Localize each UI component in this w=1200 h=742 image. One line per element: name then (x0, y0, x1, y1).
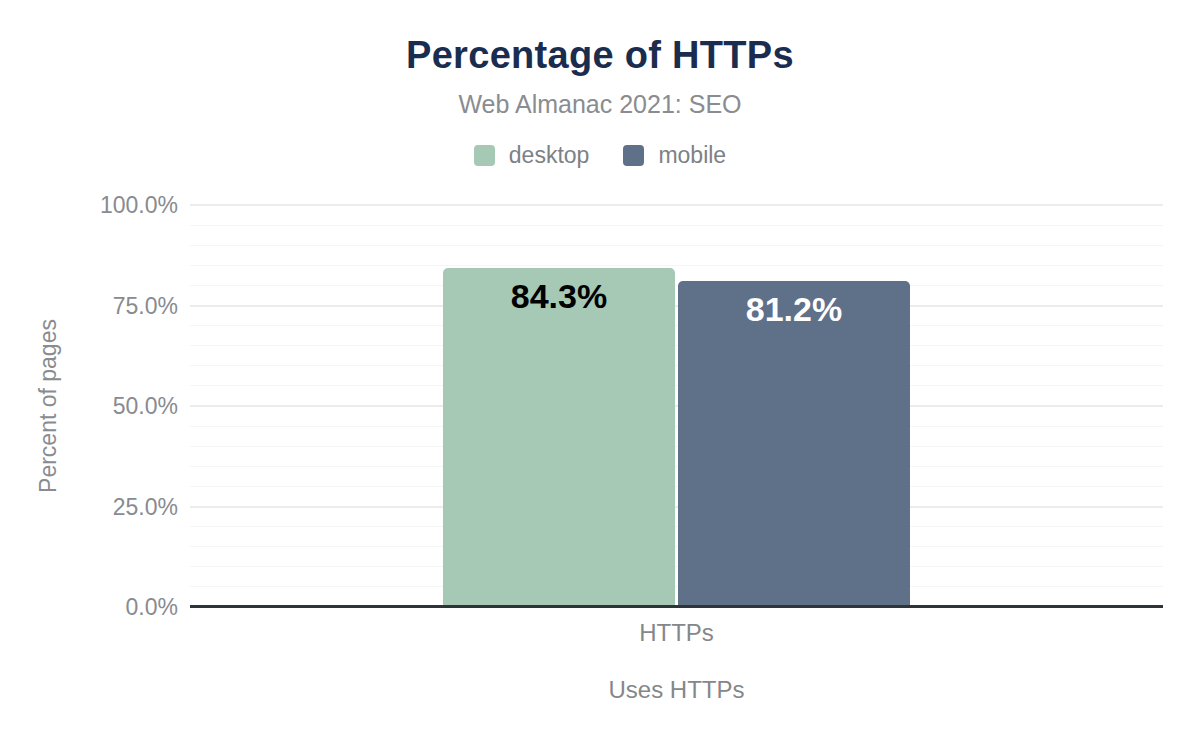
gridline-minor (190, 345, 1163, 346)
gridline-minor (190, 466, 1163, 467)
gridline-minor (190, 426, 1163, 427)
bar-desktop[interactable]: 84.3% (443, 268, 675, 607)
gridline-minor (190, 486, 1163, 487)
gridline-minor (190, 285, 1163, 286)
legend-item-desktop[interactable]: desktop (474, 142, 590, 169)
gridline-minor (190, 526, 1163, 527)
legend-swatch-icon (623, 145, 644, 166)
gridline-minor (190, 265, 1163, 266)
bar-value-label: 84.3% (443, 268, 675, 315)
chart-title: Percentage of HTTPs (0, 34, 1200, 77)
gridline-major (190, 305, 1163, 307)
plot-area: 84.3%81.2% (190, 205, 1163, 607)
gridline-minor (190, 245, 1163, 246)
y-axis-ticks: 0.0%25.0%50.0%75.0%100.0% (0, 205, 178, 607)
gridline-minor (190, 385, 1163, 386)
y-tick-label: 75.0% (0, 294, 178, 317)
legend-label: mobile (658, 142, 726, 169)
gridline-major (190, 405, 1163, 407)
legend-label: desktop (509, 142, 590, 169)
gridline-major (190, 204, 1163, 206)
gridline-minor (190, 586, 1163, 587)
gridline-major (190, 506, 1163, 508)
legend: desktop mobile (0, 142, 1200, 169)
gridline-minor (190, 225, 1163, 226)
chart-subtitle: Web Almanac 2021: SEO (0, 90, 1200, 119)
gridline-minor (190, 365, 1163, 366)
legend-item-mobile[interactable]: mobile (623, 142, 726, 169)
chart: Percentage of HTTPs Web Almanac 2021: SE… (0, 0, 1200, 742)
y-tick-label: 0.0% (0, 596, 178, 619)
legend-swatch-icon (474, 145, 495, 166)
x-axis-line (190, 605, 1163, 608)
y-tick-label: 100.0% (0, 194, 178, 217)
bar-value-label: 81.2% (678, 281, 910, 328)
x-tick-label: HTTPs (190, 619, 1163, 647)
gridline-minor (190, 325, 1163, 326)
bar-mobile[interactable]: 81.2% (678, 281, 910, 607)
y-tick-label: 25.0% (0, 495, 178, 518)
gridline-minor (190, 446, 1163, 447)
x-axis-title: Uses HTTPs (190, 676, 1163, 704)
gridline-minor (190, 566, 1163, 567)
gridline-minor (190, 546, 1163, 547)
y-tick-label: 50.0% (0, 395, 178, 418)
